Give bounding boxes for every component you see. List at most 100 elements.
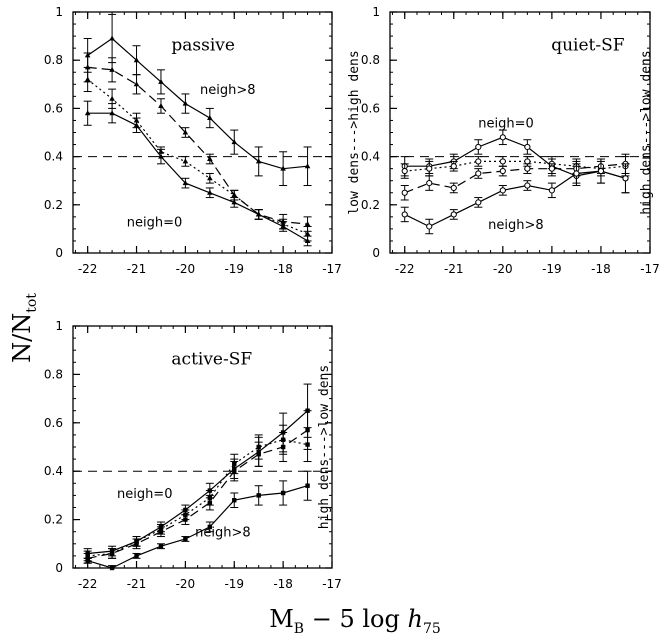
series-3	[83, 470, 312, 571]
data-point	[207, 524, 213, 530]
series-line	[87, 37, 308, 170]
data-point	[109, 35, 115, 41]
x-tick-label: -22	[78, 262, 98, 276]
data-point	[426, 165, 433, 172]
data-point	[499, 134, 506, 141]
series-line	[87, 429, 308, 559]
data-point	[499, 167, 506, 175]
data-point	[548, 187, 555, 194]
data-point	[182, 158, 189, 164]
y-tick-label: 0	[55, 246, 63, 260]
data-point	[450, 184, 457, 192]
data-point	[207, 156, 213, 162]
data-point	[158, 102, 164, 108]
data-point	[475, 143, 482, 151]
series-line	[404, 160, 626, 172]
panel-title: passive	[171, 36, 235, 56]
side-label: high dens--->low dens	[317, 365, 332, 529]
y-tick-label: 0	[55, 561, 63, 575]
y-tick-label: 0.2	[44, 198, 63, 212]
data-point	[158, 78, 164, 84]
data-point	[109, 551, 115, 556]
data-point	[109, 95, 115, 101]
y-tick-label: 0.4	[44, 150, 63, 164]
series-1	[83, 52, 312, 232]
x-tick-label: -21	[444, 262, 464, 276]
data-point	[207, 115, 213, 121]
data-point	[183, 536, 188, 542]
x-tick-label: -19	[542, 262, 562, 276]
data-point	[231, 139, 238, 145]
panel-title: quiet-SF	[551, 36, 625, 56]
series-2	[83, 66, 312, 242]
data-point	[426, 180, 433, 187]
data-point	[499, 158, 506, 165]
annotation: neigh>8	[195, 526, 251, 541]
series-line	[404, 163, 626, 194]
data-point	[133, 122, 140, 128]
data-point	[305, 483, 310, 488]
data-point	[401, 167, 408, 175]
data-point	[133, 57, 140, 63]
data-point	[256, 493, 261, 498]
data-point	[475, 158, 482, 165]
y-tick-label: 1	[55, 5, 63, 19]
data-point	[475, 170, 482, 177]
data-point	[182, 129, 189, 135]
data-point	[450, 163, 457, 170]
data-point	[280, 165, 286, 171]
y-tick-label: 0.2	[44, 513, 63, 527]
data-point	[109, 66, 115, 72]
y-tick-label: 0.4	[361, 150, 380, 164]
x-tick-label: -17	[322, 577, 342, 591]
y-tick-label: 0.6	[361, 101, 380, 115]
data-point	[548, 165, 555, 172]
x-tick-label: -20	[493, 262, 513, 276]
series-1	[400, 156, 630, 179]
data-point	[231, 192, 238, 198]
data-point	[255, 211, 262, 217]
data-point	[133, 81, 140, 87]
data-point	[280, 223, 286, 229]
data-point	[426, 223, 433, 230]
x-tick-label: -21	[127, 262, 147, 276]
series-3	[400, 158, 630, 235]
x-axis-label: MB − 5 log h75	[269, 605, 441, 637]
y-tick-label: 0.6	[44, 416, 63, 430]
data-point	[207, 500, 213, 505]
data-point	[134, 553, 139, 559]
y-tick-label: 0.8	[44, 367, 63, 381]
data-point	[597, 167, 605, 175]
data-point	[524, 143, 531, 151]
data-point	[450, 211, 457, 218]
data-point	[256, 452, 261, 457]
data-point	[280, 444, 286, 450]
y-tick-label: 0	[372, 246, 380, 260]
data-point	[134, 541, 139, 546]
x-tick-label: -17	[322, 262, 342, 276]
data-point	[524, 182, 531, 189]
series-2	[83, 410, 312, 564]
data-point	[182, 100, 189, 106]
y-tick-label: 1	[55, 319, 63, 333]
data-point	[401, 211, 408, 218]
y-tick-label: 0.2	[361, 198, 380, 212]
x-tick-label: -17	[640, 262, 659, 276]
data-point	[401, 189, 408, 196]
x-tick-label: -18	[591, 262, 611, 276]
data-point	[499, 187, 506, 194]
panel-0: -22 -21 -20 -19 -18 -17 0 0.2 0.4 0.6 0.8 1 passive n…	[44, 5, 362, 276]
x-tick-label: -22	[395, 262, 415, 276]
data-point	[232, 469, 237, 474]
series-line	[404, 136, 626, 179]
x-tick-label: -20	[176, 577, 196, 591]
data-point	[109, 110, 115, 116]
data-point	[304, 237, 311, 243]
data-point	[573, 170, 580, 177]
data-point	[255, 158, 262, 164]
data-point	[622, 175, 629, 182]
annotation: neigh>8	[488, 218, 544, 233]
y-tick-label: 0.4	[44, 464, 63, 478]
data-point	[304, 163, 311, 169]
